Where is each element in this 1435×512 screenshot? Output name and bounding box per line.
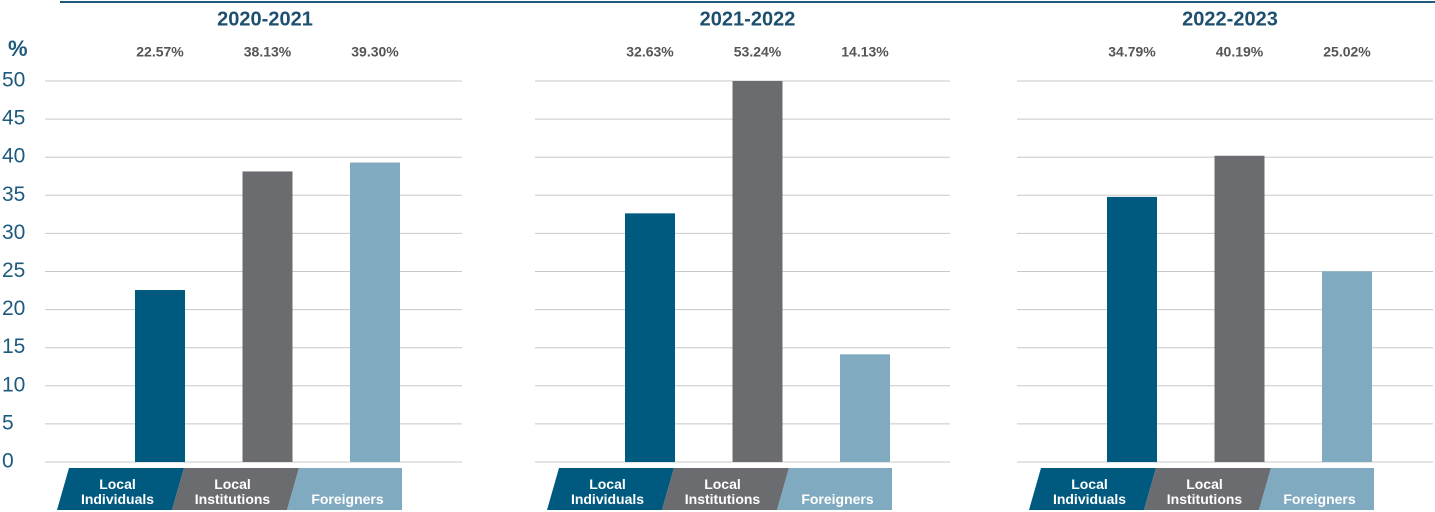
y-tick-label: 10 (2, 373, 25, 396)
y-tick-label: 15 (2, 335, 25, 358)
value-label: 53.24% (734, 44, 782, 60)
bar (1107, 196, 1157, 462)
x-tick-label: Foreigners (1283, 491, 1356, 507)
x-tick-label: Local Individuals (80, 476, 155, 507)
panel-title: 2020-2021 (217, 8, 313, 30)
x-tick-label: Local Individuals (1052, 476, 1127, 507)
x-tick-label: Foreigners (311, 491, 384, 507)
category-banner (172, 468, 299, 510)
category-banner (777, 468, 892, 510)
category-banner (1144, 468, 1271, 510)
y-tick-label: 50 (2, 69, 25, 92)
bar (1214, 155, 1265, 462)
panel-title: 2022-2023 (1182, 8, 1278, 30)
value-label: 34.79% (1108, 44, 1156, 60)
category-banner (547, 468, 674, 510)
bar (732, 81, 783, 462)
bar (242, 171, 293, 462)
panel-title: 2021-2022 (700, 8, 796, 30)
value-label: 39.30% (351, 44, 399, 60)
value-label: 22.57% (136, 44, 184, 60)
bar (625, 213, 675, 462)
value-label: 25.02% (1323, 44, 1371, 60)
category-banner (1029, 468, 1156, 510)
y-tick-label: 0 (2, 450, 14, 473)
x-tick-label: Local Institutions (1166, 476, 1243, 507)
value-label: 32.63% (626, 44, 674, 60)
y-tick-label: 45 (2, 107, 25, 130)
category-banner (662, 468, 789, 510)
category-banner (57, 468, 184, 510)
value-label: 40.19% (1216, 44, 1264, 60)
bar (840, 354, 890, 462)
bar (1322, 271, 1372, 462)
x-tick-label: Local Institutions (684, 476, 761, 507)
y-tick-label: 25 (2, 259, 25, 282)
y-tick-label: 5 (2, 411, 14, 434)
category-banner (1259, 468, 1374, 510)
y-tick-label: 30 (2, 221, 25, 244)
y-tick-label: 20 (2, 297, 25, 320)
value-label: 14.13% (841, 44, 889, 60)
bar (135, 290, 185, 462)
y-tick-label: 40 (2, 145, 25, 168)
bar (350, 162, 400, 462)
x-tick-label: Local Institutions (194, 476, 271, 507)
y-axis-label: % (8, 36, 28, 61)
x-tick-label: Local Individuals (570, 476, 645, 507)
y-tick-label: 35 (2, 183, 25, 206)
value-label: 38.13% (244, 44, 292, 60)
category-banner (287, 468, 402, 510)
x-tick-label: Foreigners (801, 491, 874, 507)
